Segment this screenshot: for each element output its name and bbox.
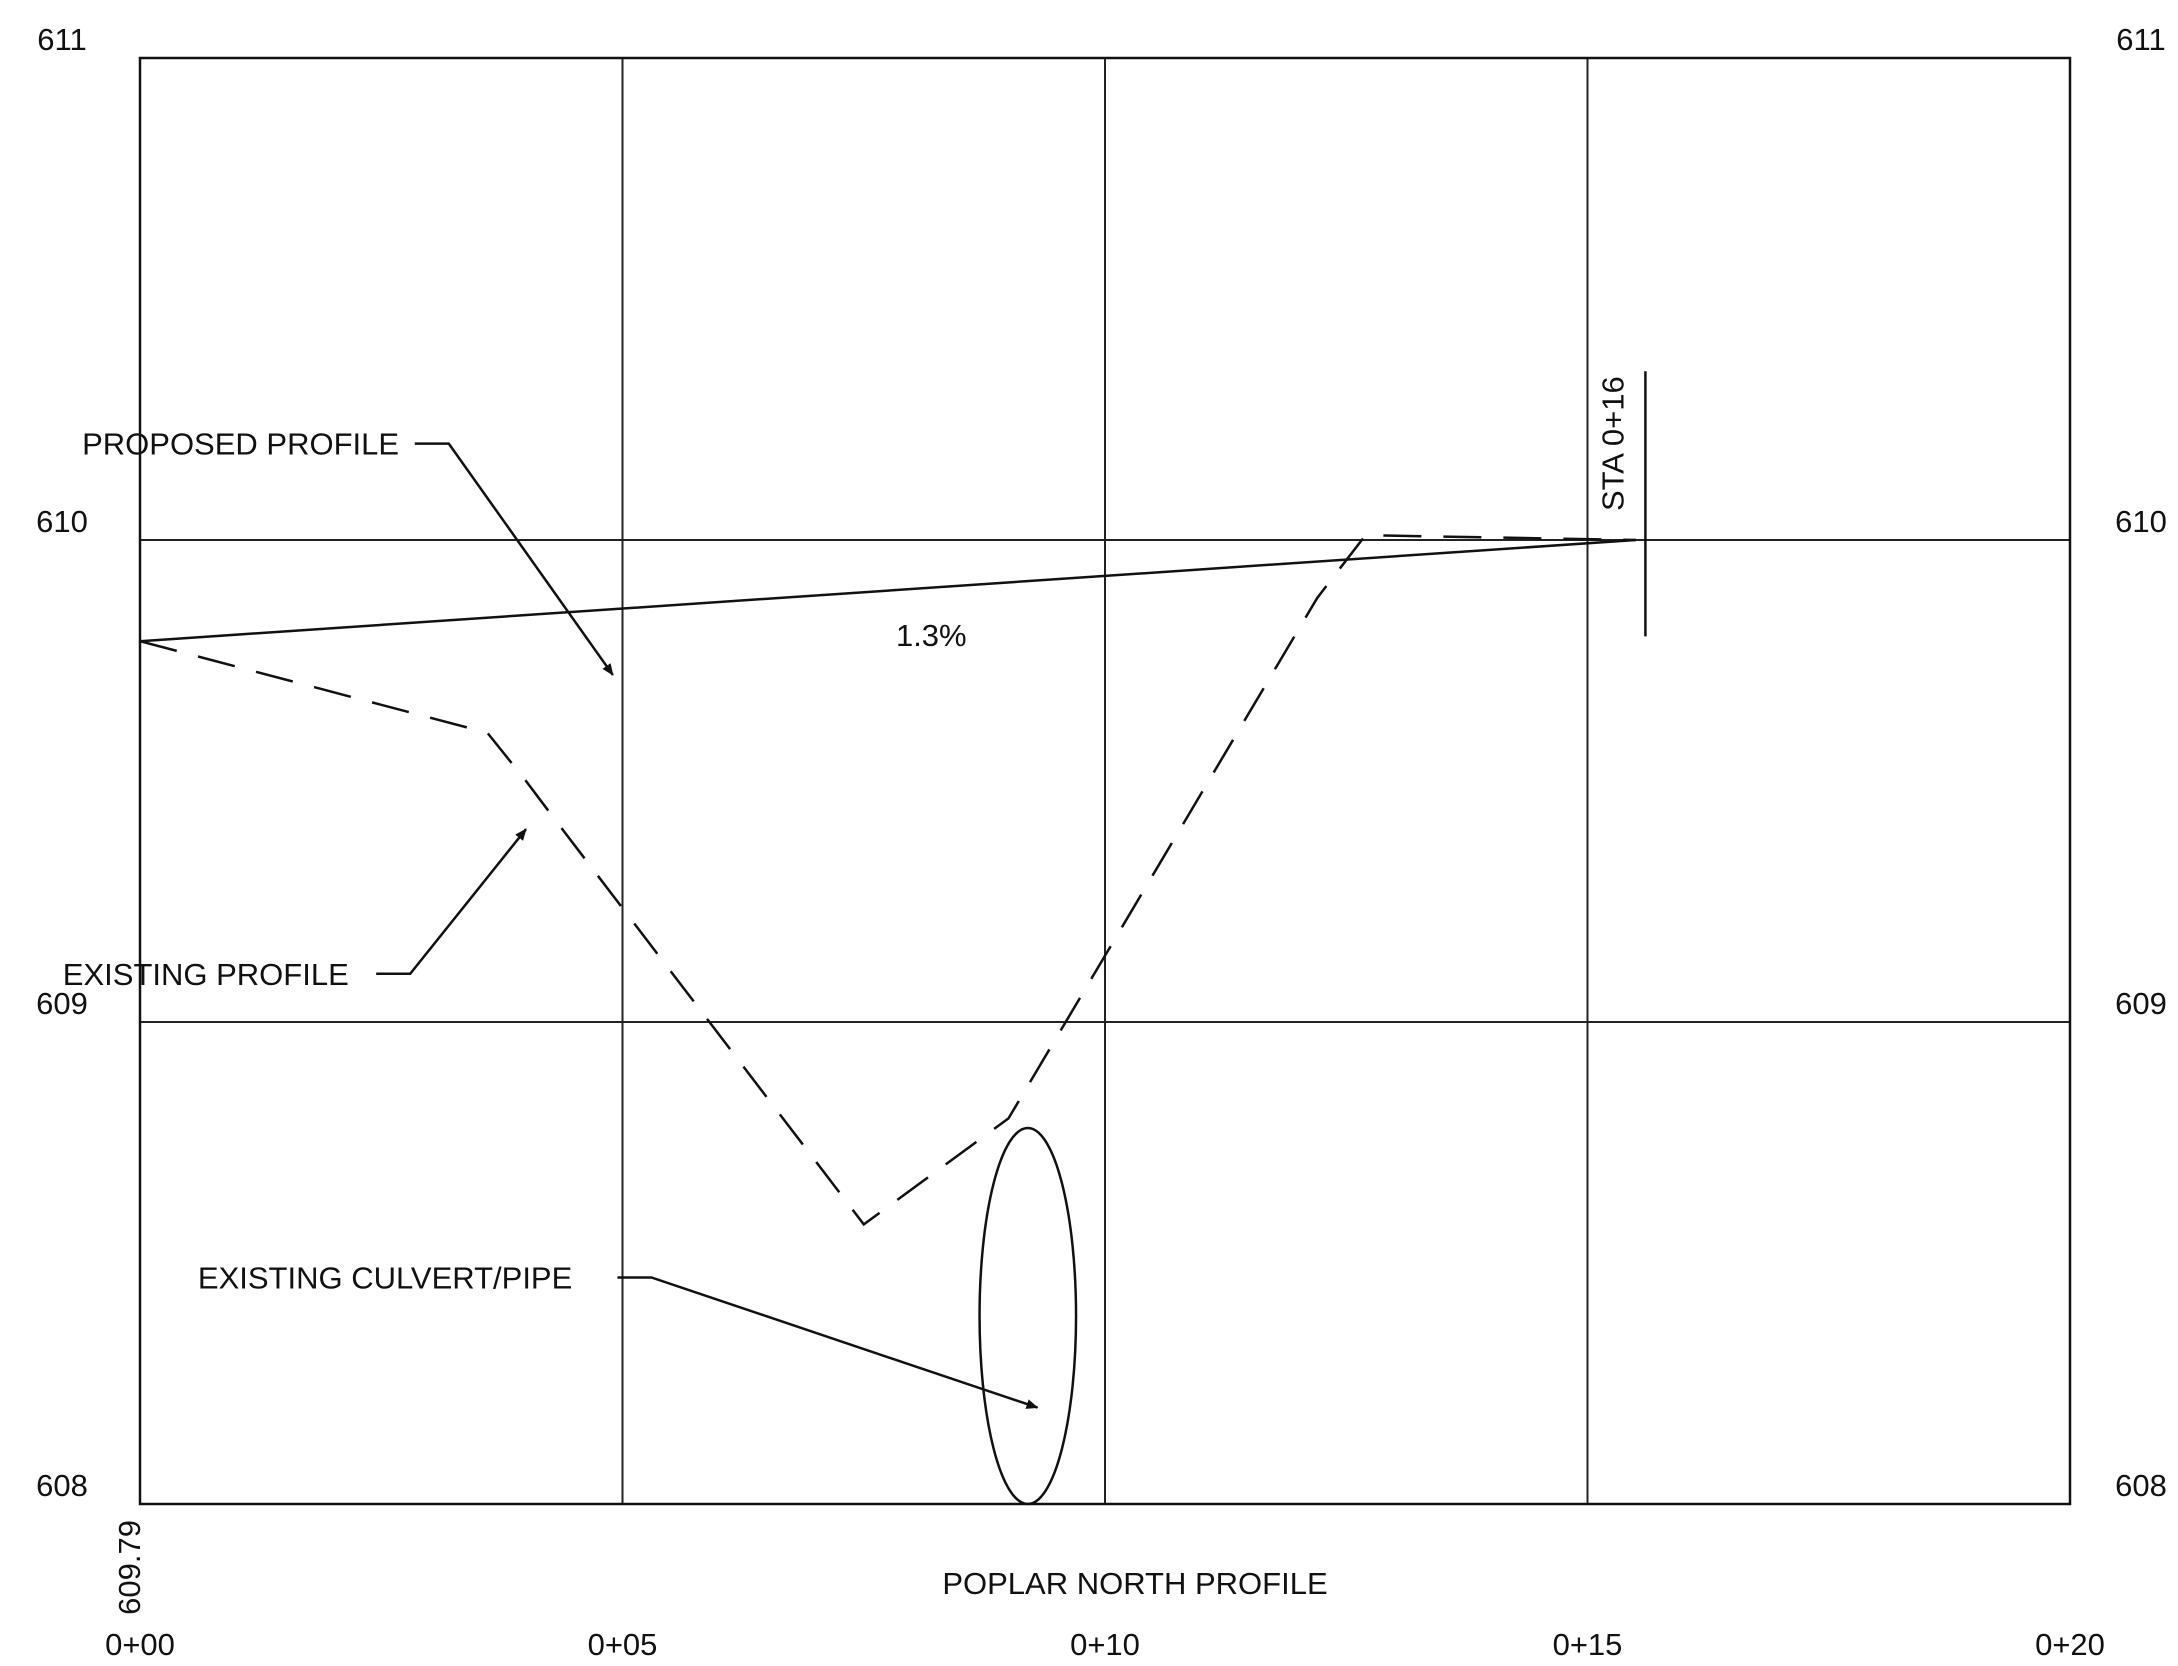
callout-label: PROPOSED PROFILE <box>82 427 399 462</box>
callout-leader-arrow <box>376 828 527 976</box>
y-tick-label-right: 609 <box>2115 986 2167 1021</box>
y-tick-label-left: 611 <box>37 22 86 57</box>
callout-leader-arrow <box>617 1276 1039 1409</box>
proposed-profile-line <box>139 538 1636 643</box>
x-tick-label: 0+00 <box>105 1627 175 1662</box>
y-tick-label-right: 610 <box>2115 504 2167 539</box>
x-tick-label: 0+15 <box>1553 1627 1623 1662</box>
x-tick-label: 0+10 <box>1070 1627 1140 1662</box>
x-tick-label: 0+05 <box>588 1627 658 1662</box>
callout-label: EXISTING CULVERT/PIPE <box>198 1260 572 1295</box>
existing-profile-line <box>139 533 1636 1227</box>
plot-frame <box>138 56 2072 1506</box>
slope-label: 1.3% <box>896 618 967 653</box>
y-tick-label-left: 609 <box>36 986 88 1021</box>
culvert-ellipse <box>978 1126 1078 1506</box>
callout-label: EXISTING PROFILE <box>63 957 349 992</box>
series-layer: STA 0+16 <box>139 371 1647 1506</box>
station-marker-label: STA 0+16 <box>1595 376 1630 511</box>
y-tick-label-right: 608 <box>2115 1468 2167 1503</box>
y-tick-label-left: 610 <box>36 504 88 539</box>
grid <box>140 58 2070 1504</box>
y-tick-label-left: 608 <box>36 1468 88 1503</box>
callout-leader-arrow <box>414 442 614 676</box>
y-tick-label-right: 611 <box>2116 22 2165 57</box>
annotation-layer: 1.3% PROPOSED PROFILE EXISTING PROFILE EXIS… <box>63 427 1039 1409</box>
x-tick-label: 0+20 <box>2035 1627 2105 1662</box>
tick-labels: 0+00 0+05 0+10 0+15 0+20 608 609 610 611 608 609 61… <box>36 22 2167 1662</box>
start-elevation-label: 609.79 <box>112 1520 147 1615</box>
chart-title: POPLAR NORTH PROFILE <box>942 1566 1327 1601</box>
